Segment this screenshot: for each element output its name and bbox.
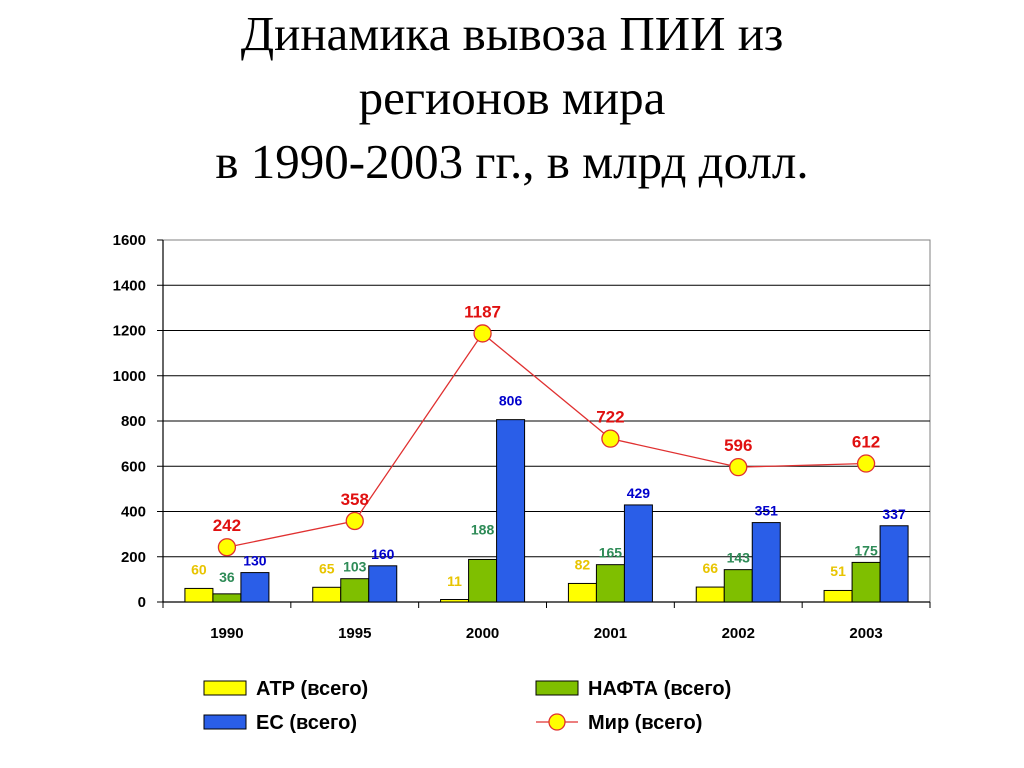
es-data-label: 806 (499, 393, 523, 409)
title-line-1: Динамика вывоза ПИИ из (240, 6, 784, 61)
mir-data-label: 358 (341, 490, 369, 509)
legend-mir-label: Мир (всего) (588, 712, 702, 734)
mir-point (601, 429, 620, 448)
atr-data-label: 51 (830, 563, 846, 579)
es-data-label: 337 (882, 506, 906, 522)
x-tick-label: 2003 (849, 625, 882, 642)
mir-data-label: 612 (852, 433, 880, 452)
atr-bar (184, 587, 214, 603)
legend: АТР (всего) НАФТА (всего) ЕС (всего) Мир (в… (203, 678, 731, 734)
x-tick-label: 2002 (722, 625, 755, 642)
chart-title: Динамика вывоза ПИИ из регионов мира в 1… (0, 2, 1024, 194)
legend-nafta-label: НАФТА (всего) (588, 678, 731, 700)
legend-nafta-swatch (535, 680, 579, 696)
atr-bar (823, 589, 853, 603)
mir-point (345, 511, 364, 531)
es-bar (751, 522, 781, 603)
es-data-label: 160 (371, 546, 395, 562)
legend-atr-swatch (203, 680, 247, 696)
y-tick-label: 1400 (113, 277, 146, 294)
legend-mir-swatch-marker (548, 713, 566, 731)
nafta-bar (723, 569, 753, 603)
y-tick-label: 400 (121, 504, 146, 521)
mir-point (217, 538, 237, 557)
title-line-2: регионов мира (358, 70, 666, 125)
es-bar (623, 504, 653, 603)
nafta-bar (595, 564, 625, 603)
y-tick-label: 600 (121, 458, 146, 475)
plot-area: 0 200 400 600 800 1000 1200 1400 1600 1990 1995 200… (113, 232, 931, 642)
nafta-bar (468, 558, 498, 603)
mir-data-label: 1187 (464, 302, 501, 321)
es-data-label: 351 (755, 503, 779, 519)
legend-es-swatch (203, 714, 247, 730)
mir-point (856, 454, 876, 473)
atr-data-label: 82 (575, 556, 591, 572)
atr-data-label: 66 (702, 560, 718, 576)
legend-atr-label: АТР (всего) (256, 678, 368, 700)
y-tick-label: 1600 (113, 232, 146, 249)
es-bar (368, 565, 398, 603)
atr-data-label: 65 (319, 560, 335, 576)
nafta-data-label: 143 (727, 550, 751, 566)
mir-data-label: 242 (213, 516, 241, 535)
y-tick-label: 1200 (113, 323, 146, 340)
y-tick-label: 0 (138, 594, 146, 611)
mir-point (473, 324, 492, 343)
mir-data-label: 596 (724, 436, 752, 455)
x-tick-label: 2000 (466, 625, 499, 642)
es-data-label: 429 (627, 485, 651, 501)
legend-es-label: ЕС (всего) (256, 712, 357, 734)
nafta-data-label: 188 (471, 521, 495, 537)
es-bar (240, 572, 270, 603)
nafta-data-label: 36 (219, 569, 235, 585)
y-tick-label: 800 (121, 413, 146, 430)
nafta-data-label: 175 (854, 542, 878, 558)
x-tick-label: 1995 (338, 625, 371, 642)
nafta-bar (340, 578, 370, 603)
atr-bar (440, 599, 470, 603)
es-bar (496, 419, 526, 603)
nafta-data-label: 165 (599, 545, 623, 561)
es-bar (879, 525, 909, 603)
nafta-data-label: 103 (343, 559, 367, 575)
nafta-bar (851, 561, 881, 603)
title-line-3: в 1990-2003 гг., в млрд долл. (215, 134, 809, 189)
nafta-bar (212, 593, 242, 603)
atr-bar (695, 586, 725, 603)
y-tick-label: 1000 (113, 368, 146, 385)
atr-bar (567, 582, 597, 603)
atr-bar (312, 586, 342, 603)
mir-line (226, 332, 867, 548)
x-tick-label: 1990 (210, 625, 243, 642)
mir-point (729, 458, 748, 477)
atr-data-label: 11 (447, 573, 462, 589)
es-data-label: 130 (243, 553, 267, 569)
y-tick-label: 200 (121, 549, 146, 566)
x-tick-label: 2001 (594, 625, 627, 642)
atr-data-label: 60 (191, 561, 207, 577)
mir-data-label: 722 (596, 408, 624, 427)
